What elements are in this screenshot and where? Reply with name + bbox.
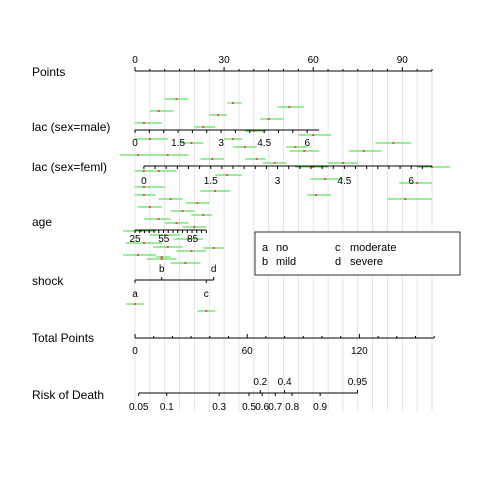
risk-tick-label: 0.1 (160, 402, 174, 413)
risk-tick-label: 0.95 (348, 377, 368, 388)
lac-male-tick-label: 1.5 (171, 138, 185, 149)
legend-label-mild: mild (276, 256, 296, 268)
risk-tick-label: 0.2 (253, 377, 267, 388)
legend-code-b: b (262, 256, 268, 268)
risk-tick-label: 0.9 (313, 402, 327, 413)
shock-row-label: shock (32, 274, 64, 288)
lac-feml-scale: lac (sex=feml) 0 1.5 3 4.5 6 (32, 160, 432, 187)
lac-male-tick-label: 0 (132, 138, 138, 149)
legend-box (254, 231, 461, 276)
confidence-intervals (120, 98, 450, 312)
shock-scale: shock b d a c (32, 264, 216, 300)
lac-feml-tick-label: 3 (275, 176, 281, 187)
lac-male-tick-label: 3 (218, 138, 224, 149)
total-points-tick-label: 120 (351, 346, 368, 357)
legend-code-a: a (262, 242, 269, 254)
shock-level-label: b (159, 264, 165, 275)
lac-feml-tick-label: 0 (141, 176, 147, 187)
lac-male-scale: lac (sex=male) 0 1.5 3 4.5 6 (32, 120, 320, 149)
legend-code-c: c (335, 242, 341, 254)
lac-feml-tick-label: 4.5 (337, 176, 351, 187)
legend-label-no: no (276, 242, 288, 254)
risk-of-death-scale: Risk of Death 0.2 0.4 0.95 0.05 0.1 0.3 0.5 0.6… (32, 377, 368, 413)
points-tick-label: 30 (219, 55, 231, 66)
risk-tick-label: 0.4 (278, 377, 292, 388)
risk-tick-label: 0.6 (255, 402, 269, 413)
points-row-label: Points (32, 65, 65, 79)
lac-feml-row-label: lac (sex=feml) (32, 160, 107, 174)
risk-tick-label: 0.7 (268, 402, 282, 413)
shock-level-label: a (132, 289, 138, 300)
points-scale: Points 0 30 60 90 (32, 55, 433, 79)
risk-tick-label: 0.05 (129, 402, 149, 413)
risk-tick-label: 0.8 (285, 402, 299, 413)
lac-male-tick-label: 6 (304, 138, 310, 149)
total-points-row-label: Total Points (32, 331, 94, 345)
age-tick-label: 85 (187, 234, 199, 245)
total-points-tick-label: 0 (132, 346, 138, 357)
legend-label-severe: severe (350, 256, 383, 268)
shock-level-label: c (204, 289, 209, 300)
lac-feml-tick-label: 6 (408, 176, 414, 187)
lac-male-row-label: lac (sex=male) (32, 120, 110, 134)
lac-feml-tick-label: 1.5 (204, 176, 218, 187)
legend: a no b mild c moderate d severe (254, 231, 461, 276)
total-points-tick-label: 60 (242, 346, 254, 357)
lac-male-tick-label: 4.5 (257, 138, 271, 149)
shock-level-label: d (211, 264, 217, 275)
risk-tick-label: 0.5 (242, 402, 256, 413)
points-tick-label: 60 (308, 55, 320, 66)
total-points-scale: Total Points 0 60 120 (32, 331, 435, 357)
age-tick-label: 55 (158, 234, 170, 245)
risk-tick-label: 0.3 (212, 402, 226, 413)
points-tick-label: 0 (132, 55, 138, 66)
risk-row-label: Risk of Death (32, 388, 104, 402)
age-scale: age 25 55 85 (32, 215, 207, 245)
legend-code-d: d (335, 256, 341, 268)
age-tick-label: 25 (129, 234, 141, 245)
legend-label-moderate: moderate (350, 242, 396, 254)
age-row-label: age (32, 215, 52, 229)
points-tick-label: 90 (397, 55, 409, 66)
